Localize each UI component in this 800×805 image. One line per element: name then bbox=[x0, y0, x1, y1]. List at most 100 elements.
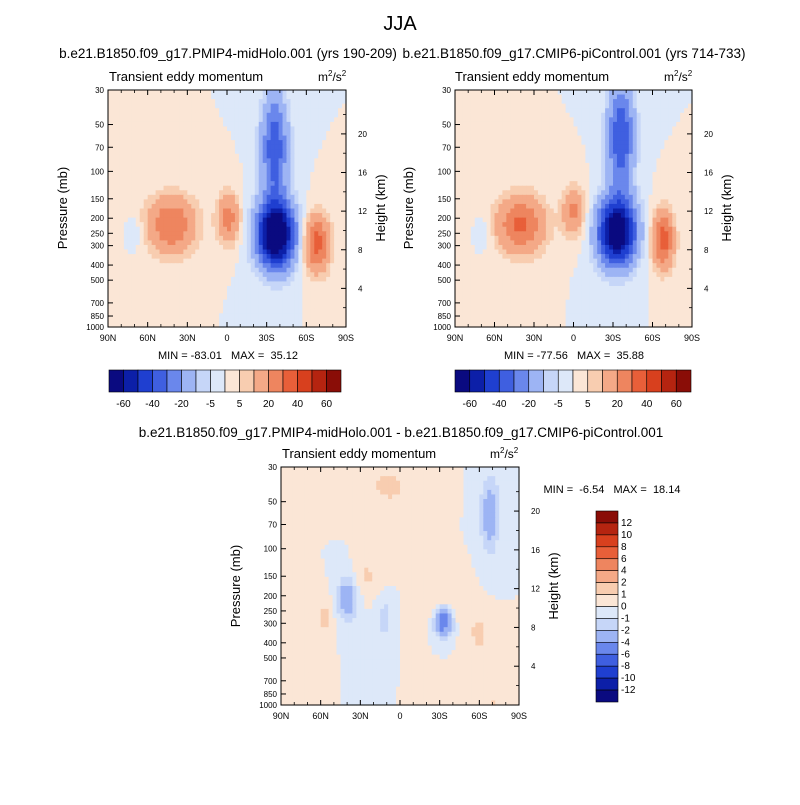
contour-cell bbox=[534, 158, 539, 163]
contour-cell bbox=[183, 117, 188, 122]
contour-cell bbox=[231, 145, 236, 150]
contour-cell bbox=[601, 104, 606, 109]
contour-cell bbox=[219, 104, 224, 109]
contour-cell bbox=[128, 295, 133, 300]
contour-cell bbox=[271, 117, 276, 122]
contour-cell bbox=[160, 113, 165, 118]
contour-cell bbox=[310, 95, 315, 100]
contour-cell bbox=[601, 204, 606, 209]
contour-cell bbox=[152, 268, 157, 273]
contour-cell bbox=[148, 154, 153, 159]
contour-cell bbox=[534, 95, 539, 100]
contour-cell bbox=[275, 286, 280, 291]
contour-cell bbox=[148, 126, 153, 131]
contour-cell bbox=[538, 190, 543, 195]
contour-cell bbox=[164, 286, 169, 291]
contour-cell bbox=[597, 108, 602, 113]
contour-cell bbox=[168, 131, 173, 136]
contour-cell bbox=[120, 259, 125, 264]
contour-cell bbox=[140, 236, 145, 241]
contour-cell bbox=[128, 99, 133, 104]
contour-cell bbox=[629, 167, 634, 172]
contour-cell bbox=[550, 167, 555, 172]
contour-cell bbox=[676, 117, 681, 122]
contour-cell bbox=[223, 231, 228, 236]
contour-cell bbox=[136, 204, 141, 209]
contour-cell bbox=[227, 163, 232, 168]
contour-cell bbox=[215, 186, 220, 191]
contour-cell bbox=[310, 213, 315, 218]
contour-cell bbox=[219, 199, 224, 204]
contour-cell bbox=[538, 158, 543, 163]
contour-cell bbox=[251, 304, 256, 309]
contour-cell bbox=[318, 126, 323, 131]
contour-cell bbox=[156, 222, 161, 227]
contour-cell bbox=[302, 154, 307, 159]
contour-cell bbox=[283, 172, 288, 177]
contour-cell bbox=[255, 113, 260, 118]
contour-cell bbox=[171, 209, 176, 214]
contour-cell bbox=[574, 95, 579, 100]
contour-cell bbox=[621, 172, 626, 177]
contour-cell bbox=[187, 117, 192, 122]
contour-cell bbox=[558, 140, 563, 145]
contour-cell bbox=[120, 154, 125, 159]
contour-cell bbox=[271, 131, 276, 136]
contour-cell bbox=[562, 158, 567, 163]
contour-cell bbox=[597, 99, 602, 104]
contour-cell bbox=[577, 104, 582, 109]
contour-cell bbox=[227, 309, 232, 314]
contour-cell bbox=[322, 218, 327, 223]
contour-cell bbox=[294, 204, 299, 209]
contour-cell bbox=[179, 113, 184, 118]
contour-cell bbox=[171, 245, 176, 250]
contour-cell bbox=[290, 167, 295, 172]
contour-cell bbox=[148, 281, 153, 286]
contour-cell bbox=[318, 117, 323, 122]
contour-cell bbox=[479, 163, 484, 168]
contour-cell bbox=[338, 167, 343, 172]
contour-cell bbox=[187, 268, 192, 273]
contour-cell bbox=[656, 145, 661, 150]
contour-cell bbox=[279, 254, 284, 259]
contour-cell bbox=[680, 172, 685, 177]
y-tick-label: 50 bbox=[95, 121, 104, 130]
contour-cell bbox=[148, 313, 153, 318]
contour-cell bbox=[160, 126, 165, 131]
contour-cell bbox=[156, 259, 161, 264]
contour-cell bbox=[287, 227, 292, 232]
contour-cell bbox=[656, 177, 661, 182]
contour-cell bbox=[314, 318, 319, 323]
contour-cell bbox=[314, 131, 319, 136]
contour-cell bbox=[108, 104, 113, 109]
contour-cell bbox=[267, 300, 272, 305]
contour-cell bbox=[251, 154, 256, 159]
contour-cell bbox=[255, 254, 260, 259]
contour-cell bbox=[483, 177, 488, 182]
contour-cell bbox=[338, 254, 343, 259]
contour-cell bbox=[116, 122, 121, 127]
contour-cell bbox=[467, 104, 472, 109]
contour-cell bbox=[231, 277, 236, 282]
contour-cell bbox=[239, 145, 244, 150]
contour-cell bbox=[251, 199, 256, 204]
contour-cell bbox=[660, 131, 665, 136]
contour-cell bbox=[183, 177, 188, 182]
contour-cell bbox=[160, 263, 165, 268]
contour-cell bbox=[310, 250, 315, 255]
contour-cell bbox=[211, 277, 216, 282]
contour-cell bbox=[467, 95, 472, 100]
colorbar-box bbox=[153, 370, 168, 392]
contour-cell bbox=[326, 218, 331, 223]
contour-cell bbox=[471, 167, 476, 172]
contour-cell bbox=[275, 186, 280, 191]
contour-cell bbox=[175, 145, 180, 150]
contour-cell bbox=[199, 190, 204, 195]
contour-cell bbox=[263, 186, 268, 191]
contour-cell bbox=[171, 149, 176, 154]
contour-cell bbox=[108, 231, 113, 236]
contour-cell bbox=[171, 117, 176, 122]
contour-cell bbox=[326, 209, 331, 214]
contour-cell bbox=[168, 167, 173, 172]
contour-cell bbox=[156, 104, 161, 109]
